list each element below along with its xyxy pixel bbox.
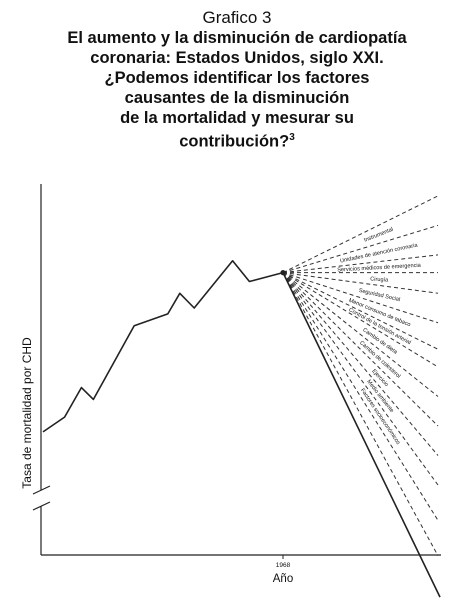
title-line: ¿Podemos identificar los factores bbox=[104, 69, 370, 87]
factor-projection-line bbox=[282, 195, 439, 274]
y-axis-label: Tasa de mortalidad por CHD bbox=[20, 337, 34, 489]
projection-origin-point bbox=[280, 270, 286, 276]
factor-projection-line bbox=[282, 224, 439, 274]
factor-projection-line bbox=[282, 272, 439, 456]
factor-label: Cirugía bbox=[370, 276, 389, 283]
factor-projection-line bbox=[282, 254, 439, 274]
figure-label: Grafico 3 bbox=[202, 8, 272, 27]
figure-title: El aumento y la disminución de cardiopat… bbox=[0, 28, 474, 152]
footnote-mark: 3 bbox=[289, 132, 295, 143]
x-axis-label: Año bbox=[273, 573, 293, 585]
factor-label: Servicios médicos de emergencia bbox=[337, 263, 422, 274]
title-line: causantes de la disminución bbox=[124, 89, 350, 107]
factor-label: Unidades de atención coronaria bbox=[340, 242, 419, 264]
factor-projection-line bbox=[282, 272, 439, 294]
observed-decline-line bbox=[282, 272, 441, 598]
x-tick-label: 1968 bbox=[276, 562, 291, 569]
factor-projection-line bbox=[282, 272, 439, 557]
factor-projection-line bbox=[282, 272, 439, 486]
factor-projection-line bbox=[282, 272, 439, 427]
factor-label: Seguridad Social bbox=[358, 288, 401, 303]
figure-caption: Grafico 3 El aumento y la disminución de… bbox=[0, 8, 474, 152]
title-line: El aumento y la disminución de cardiopat… bbox=[67, 29, 407, 47]
factor-projection-line bbox=[282, 272, 439, 368]
factor-projection-line bbox=[282, 272, 439, 521]
axis-break-mark bbox=[32, 501, 51, 511]
factor-label: Instrumental bbox=[363, 227, 394, 244]
factor-projection-lines bbox=[282, 195, 439, 557]
factor-projection-line bbox=[282, 272, 439, 350]
title-line: coronaria: Estados Unidos, siglo XXI. bbox=[90, 49, 384, 67]
factor-projection-line bbox=[282, 272, 439, 397]
mortality-trend-line bbox=[42, 260, 284, 433]
title-line: de la mortalidad y mesurar su bbox=[120, 109, 354, 127]
factor-projection-line bbox=[282, 272, 439, 324]
axis-break-mark bbox=[32, 485, 51, 495]
title-line: contribución? bbox=[179, 132, 290, 151]
